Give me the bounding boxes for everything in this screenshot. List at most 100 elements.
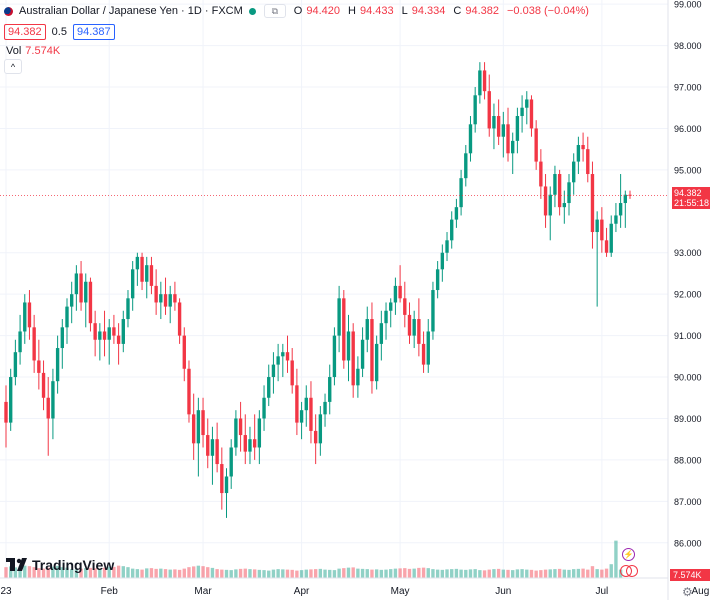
candle-body	[229, 447, 233, 477]
volume-bar	[206, 567, 210, 578]
tradingview-logo[interactable]: TradingView	[6, 557, 114, 573]
candle-body	[238, 418, 243, 436]
volume-bar	[581, 568, 585, 578]
price-tick-label: 96.000	[674, 124, 702, 134]
volume-bar	[374, 569, 379, 578]
volume-bar	[182, 568, 186, 578]
volume-bar	[454, 568, 459, 578]
price-axis: 99.000 98.000 97.000 96.000 95.000 93.000 92.0…	[667, 0, 710, 600]
candle-body	[271, 364, 276, 378]
candle-body	[389, 302, 393, 311]
candle-body	[252, 439, 257, 448]
volume-bar	[210, 567, 215, 578]
buy-button[interactable]: 94.387	[72, 24, 115, 40]
volume-bar	[487, 569, 491, 578]
candle-body	[46, 397, 50, 419]
volume-bar	[393, 568, 398, 578]
volume-bar	[534, 570, 538, 578]
candle-body	[257, 418, 262, 448]
volume-bar	[595, 569, 599, 578]
candle-body	[454, 207, 459, 220]
volume-bar	[173, 569, 177, 578]
high-label: H	[348, 5, 356, 17]
volume-bar	[557, 568, 562, 578]
candle-body	[468, 124, 473, 154]
collapse-legend-button[interactable]: ^	[4, 59, 22, 74]
volume-bar	[159, 568, 163, 578]
volume-bar	[187, 567, 191, 578]
price-tick-label: 98.000	[674, 41, 702, 51]
volume-bar	[600, 569, 604, 578]
volume-bar	[23, 565, 27, 578]
candle-body	[614, 215, 618, 224]
candle-body	[450, 219, 454, 241]
candle-body	[520, 107, 524, 117]
volume-bar	[84, 568, 88, 578]
candle-body	[529, 99, 534, 129]
candle-body	[168, 294, 172, 307]
volume-bar	[567, 569, 571, 578]
volume-bar	[201, 566, 205, 578]
candles	[4, 62, 632, 518]
candle-body	[18, 331, 22, 353]
candle-body	[9, 377, 13, 423]
volume-bar	[539, 570, 543, 578]
volume-bar	[351, 567, 355, 578]
candle-body	[506, 124, 510, 154]
volume-bar	[407, 568, 412, 578]
price-tick-label: 91.000	[674, 331, 702, 341]
candle-body	[79, 273, 83, 303]
volume-bar	[389, 569, 393, 578]
candle-body	[191, 414, 196, 444]
candle-body	[403, 298, 407, 315]
candle-body	[285, 352, 290, 361]
candle-body	[299, 410, 304, 423]
price-tick-label: 95.000	[674, 165, 702, 175]
volume-bar	[323, 569, 327, 578]
volume-bar	[332, 570, 337, 578]
volume-bar	[116, 565, 121, 578]
candle-body	[262, 397, 266, 419]
candle-body	[553, 174, 557, 195]
volume-bar	[342, 568, 346, 578]
volume-label[interactable]: Vol	[6, 45, 22, 57]
volume-bar	[464, 569, 468, 578]
volume-bar	[224, 569, 229, 578]
candle-body	[351, 331, 355, 386]
volume-bar	[60, 567, 64, 578]
candle-body	[435, 269, 440, 291]
candle-body	[116, 335, 121, 344]
candle-body	[548, 194, 552, 216]
candle-body	[65, 306, 69, 328]
volume-bar	[468, 569, 473, 578]
market-status-icon	[248, 7, 256, 15]
volume-bar	[88, 567, 93, 578]
candle-body	[177, 302, 182, 336]
sell-button[interactable]: 94.382	[4, 24, 46, 40]
volume-bar	[112, 566, 116, 578]
candle-body	[84, 281, 88, 303]
candle-body	[187, 368, 191, 415]
candle-body	[215, 439, 219, 465]
time-tick-label: Mar	[194, 586, 212, 597]
candle-body	[356, 368, 360, 386]
events-flag-icon[interactable]	[620, 565, 640, 579]
hide-legend-button[interactable]: ⧉	[263, 4, 286, 18]
volume-bar	[51, 566, 55, 578]
symbol-title[interactable]: Australian Dollar / Japanese Yen · 1D · …	[19, 5, 243, 17]
price-tick-label: 88.000	[674, 455, 702, 465]
candle-body	[41, 372, 46, 398]
time-tick-label: Jun	[495, 586, 511, 597]
candle-body	[590, 174, 595, 233]
bid-ask-panel: 94.382 0.5 94.387	[4, 24, 115, 40]
flash-icon[interactable]: ⚡	[622, 548, 635, 561]
volume-bar	[440, 569, 445, 578]
settings-gear-icon[interactable]: ⚙	[682, 585, 693, 599]
tradingview-logo-text: TradingView	[32, 557, 115, 573]
volume-bar	[445, 569, 449, 578]
candle-body	[234, 418, 238, 448]
candle-body	[496, 116, 501, 137]
time-tick-label: 23	[0, 586, 12, 597]
